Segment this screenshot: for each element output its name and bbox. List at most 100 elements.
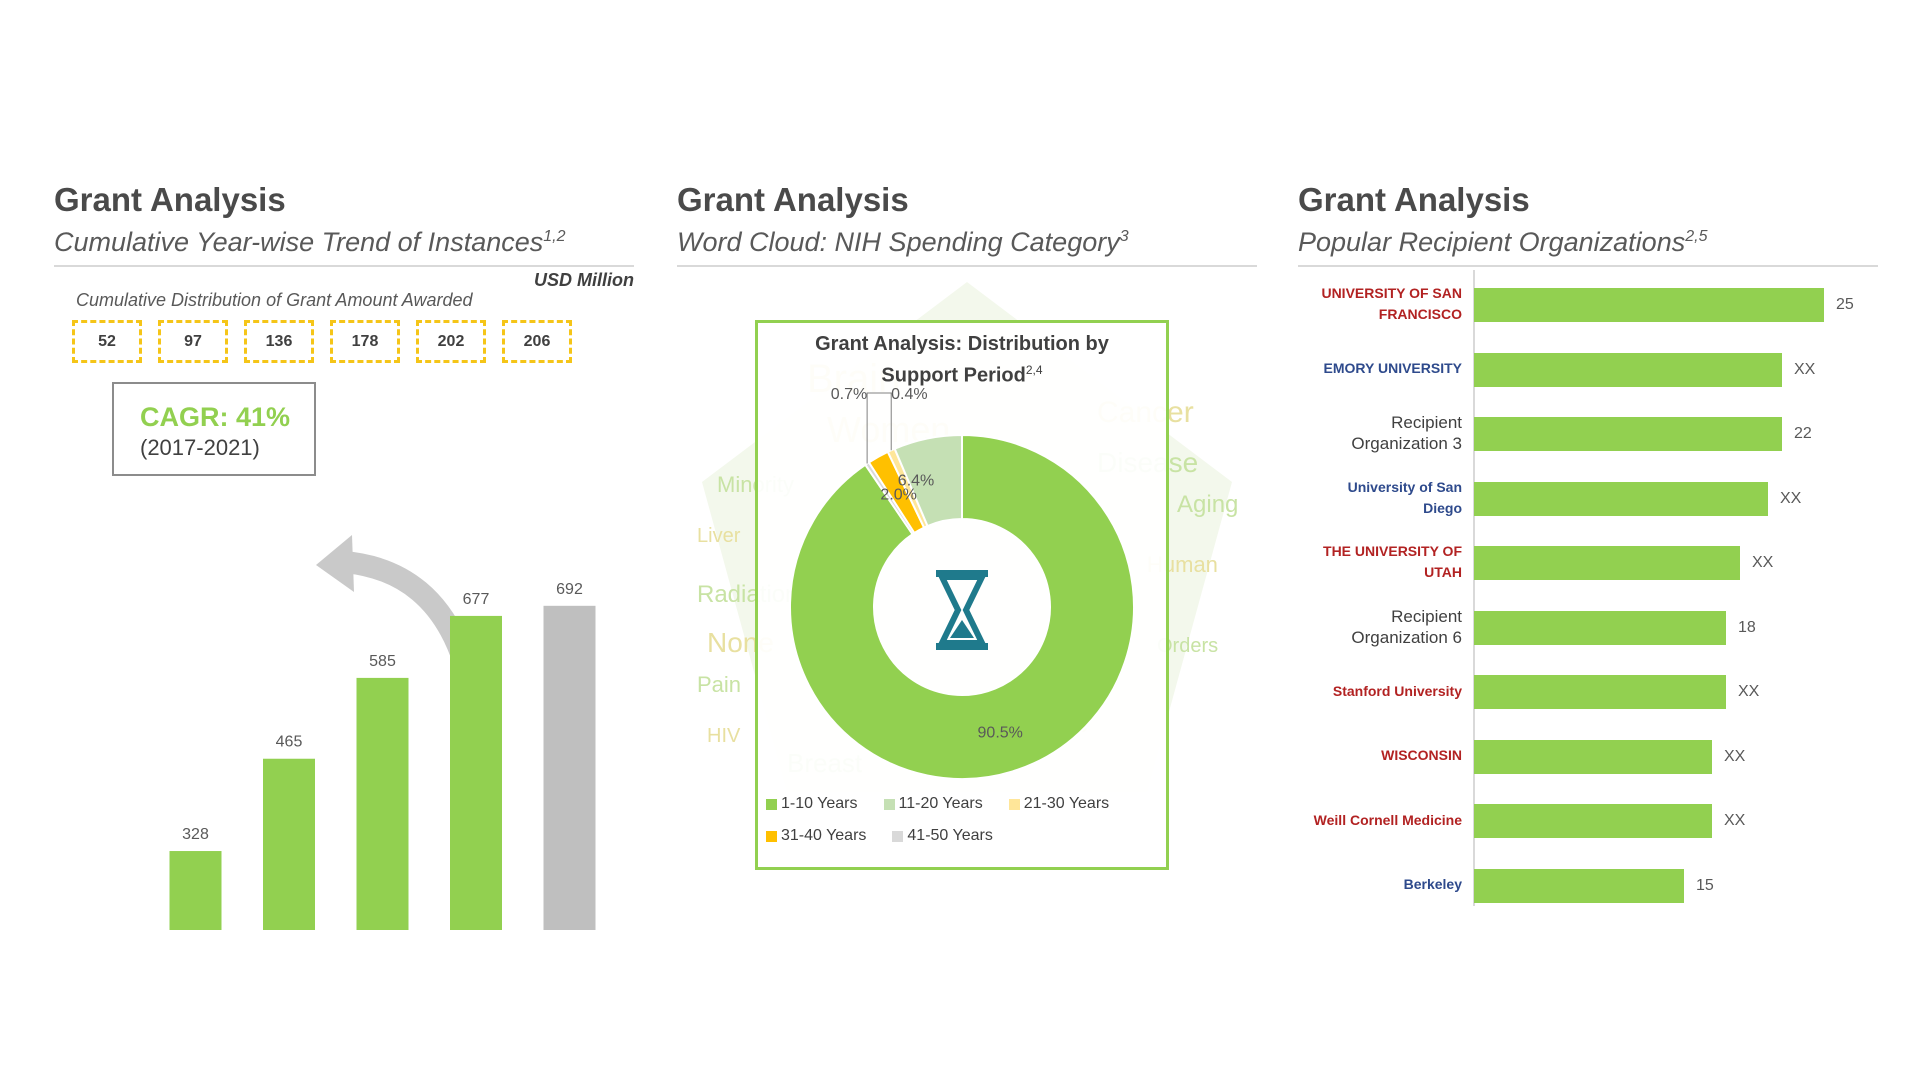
org-bar-value: 15	[1696, 876, 1714, 894]
cumulative-boxes: 52 97 136 178 202 206	[72, 320, 572, 363]
org-bar	[1474, 481, 1768, 516]
word-cloud-word: Liver	[697, 525, 741, 547]
cumulative-value-box: 136	[244, 320, 314, 363]
org-bar	[1474, 352, 1782, 387]
bar-value-label: 692	[556, 581, 583, 598]
org-logo-label: University of San Diego	[1347, 478, 1462, 516]
legend-swatch	[1008, 798, 1020, 810]
panel-title: Grant Analysis	[677, 181, 909, 218]
legend-label: 41-50 Years	[907, 827, 993, 844]
word-cloud-word: Orders	[1157, 635, 1218, 657]
cumulative-label: Cumulative Distribution of Grant Amount …	[76, 290, 473, 310]
donut-chart: 90.5% 6.4%2.0% 0.7% 0.4%	[789, 386, 1135, 780]
org-bar	[1474, 675, 1726, 709]
org-bar-value: XX	[1752, 554, 1774, 571]
org-bar	[1474, 417, 1782, 451]
org-row: UNIVERSITY OF SAN FRANCISCO 25	[1298, 272, 1878, 336]
bar	[169, 851, 222, 930]
org-logo-label: UNIVERSITY OF SAN FRANCISCO	[1321, 285, 1462, 322]
bar	[543, 605, 596, 930]
title-rule	[1298, 265, 1878, 267]
slice-label: 90.5%	[978, 724, 1023, 741]
bar-value-label: 585	[369, 653, 396, 670]
org-bar	[1474, 868, 1684, 903]
title-rule	[677, 265, 1257, 267]
legend-item: 31-40 Years	[766, 827, 866, 845]
org-row: Recipient Organization 3 22	[1298, 401, 1878, 465]
slice-label: 6.4%	[898, 473, 934, 490]
legend-swatch	[892, 830, 904, 842]
cagr-arrowhead	[316, 535, 354, 592]
legend-label: 11-20 Years	[898, 795, 983, 812]
org-bar	[1474, 610, 1726, 645]
legend-item: 1-10 Years	[766, 795, 858, 813]
org-logo-label: THE UNIVERSITY OF UTAH	[1323, 543, 1462, 580]
donut-chart-card: Grant Analysis: Distribution by Support …	[755, 320, 1169, 870]
legend-swatch	[766, 830, 777, 842]
legend-label: 21-30 Years	[1023, 795, 1110, 812]
panel-title: Grant Analysis	[1298, 181, 1530, 218]
bar-chart: 1732017328201846520195852020677202169220…	[169, 535, 596, 930]
panel-cumulative-trend: Grant Analysis Cumulative Year-wise Tren…	[54, 180, 634, 930]
org-row: Weill Cornell Medicine XX	[1298, 788, 1878, 852]
org-row: Stanford University XX	[1298, 659, 1878, 723]
legend-swatch	[766, 798, 777, 810]
donut-legend: 1-10 Years 11-20 Years 21-30 Years 31-40 Ye…	[766, 795, 1166, 845]
panel-recipient-orgs: Grant Analysis Popular Recipient Organiz…	[1298, 180, 1878, 906]
bar	[263, 758, 315, 930]
org-bar	[1474, 288, 1824, 322]
slice-label: 0.7%	[831, 386, 867, 403]
panel-subtitle: Cumulative Year-wise Trend of Instances1…	[54, 227, 566, 257]
org-bar-value: XX	[1794, 360, 1816, 378]
org-row: WISCONSIN XX	[1298, 724, 1878, 788]
cumulative-value-box: 202	[416, 320, 486, 363]
org-bar-value: 25	[1836, 296, 1854, 313]
bar-value-label: 328	[182, 826, 209, 843]
org-bar	[1474, 546, 1740, 580]
org-bar-value: 22	[1794, 425, 1812, 442]
org-logo-label: Berkeley	[1403, 876, 1462, 892]
unit-label: USD Million	[534, 270, 634, 290]
legend-item: 11-20 Years	[883, 795, 983, 813]
legend-label: 1-10 Years	[781, 795, 858, 812]
word-cloud-word: HIV	[707, 725, 741, 747]
cagr-title: CAGR: 41%	[140, 402, 291, 432]
y-axis-line	[1473, 270, 1475, 906]
bar	[450, 615, 502, 930]
org-bar-value: 18	[1738, 618, 1756, 636]
word-cloud-word: Pain	[697, 672, 741, 697]
panel-subtitle: Popular Recipient Organizations2,5	[1298, 227, 1708, 257]
cumulative-value-box: 178	[330, 320, 400, 363]
org-label: Recipient Organization 3	[1351, 413, 1462, 453]
legend-item: 21-30 Years	[1008, 795, 1110, 813]
cagr-box: CAGR: 41% (2017-2021)	[112, 382, 316, 476]
slice-leader-line	[866, 392, 888, 464]
bar-value-label: 677	[463, 591, 490, 608]
word-cloud-word: Aging	[1177, 491, 1238, 518]
panel-word-cloud: Grant Analysis Word Cloud: NIH Spending …	[677, 180, 1257, 870]
cumulative-value-box: 97	[158, 320, 228, 363]
panel-title: Grant Analysis	[54, 181, 286, 218]
donut-slice	[893, 433, 963, 528]
slice-label: 2.0%	[880, 486, 916, 503]
panel-subtitle: Word Cloud: NIH Spending Category3	[677, 227, 1129, 257]
org-bar	[1474, 804, 1712, 838]
title-rule	[54, 265, 634, 267]
legend-label: 31-40 Years	[781, 827, 867, 844]
org-bar	[1474, 739, 1712, 774]
bar-value-label: 465	[276, 734, 303, 751]
cagr-arrow	[342, 551, 475, 666]
org-bar-value: XX	[1724, 747, 1746, 765]
donut-title: Grant Analysis: Distribution by Support …	[815, 333, 1109, 387]
org-bar-value: XX	[1738, 683, 1760, 700]
org-row: THE UNIVERSITY OF UTAH XX	[1298, 530, 1878, 594]
cumulative-value-box: 52	[72, 320, 142, 363]
slice-label: 0.4%	[891, 386, 927, 403]
org-logo-label: Weill Cornell Medicine	[1313, 811, 1462, 828]
org-row: Recipient Organization 6 18	[1298, 595, 1878, 659]
cumulative-value-box: 206	[502, 320, 572, 363]
org-row: EMORY UNIVERSITY XX	[1298, 337, 1878, 401]
org-bar-value: XX	[1780, 489, 1802, 507]
donut-slice	[789, 433, 1135, 780]
org-label: Recipient Organization 6	[1351, 606, 1462, 647]
